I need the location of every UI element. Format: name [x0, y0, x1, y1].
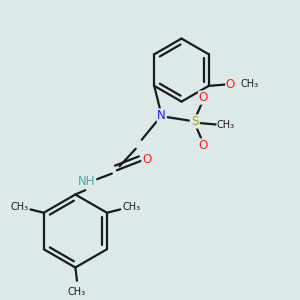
Text: O: O: [199, 91, 208, 104]
Text: NH: NH: [78, 176, 96, 188]
Text: O: O: [199, 139, 208, 152]
Text: CH₃: CH₃: [11, 202, 28, 212]
Text: N: N: [157, 109, 166, 122]
Text: S: S: [191, 115, 199, 128]
Text: CH₃: CH₃: [68, 287, 86, 297]
Text: CH₃: CH₃: [122, 202, 140, 212]
Text: CH₃: CH₃: [217, 121, 235, 130]
Text: O: O: [142, 153, 151, 166]
Text: CH₃: CH₃: [241, 79, 259, 88]
Text: O: O: [226, 78, 235, 91]
